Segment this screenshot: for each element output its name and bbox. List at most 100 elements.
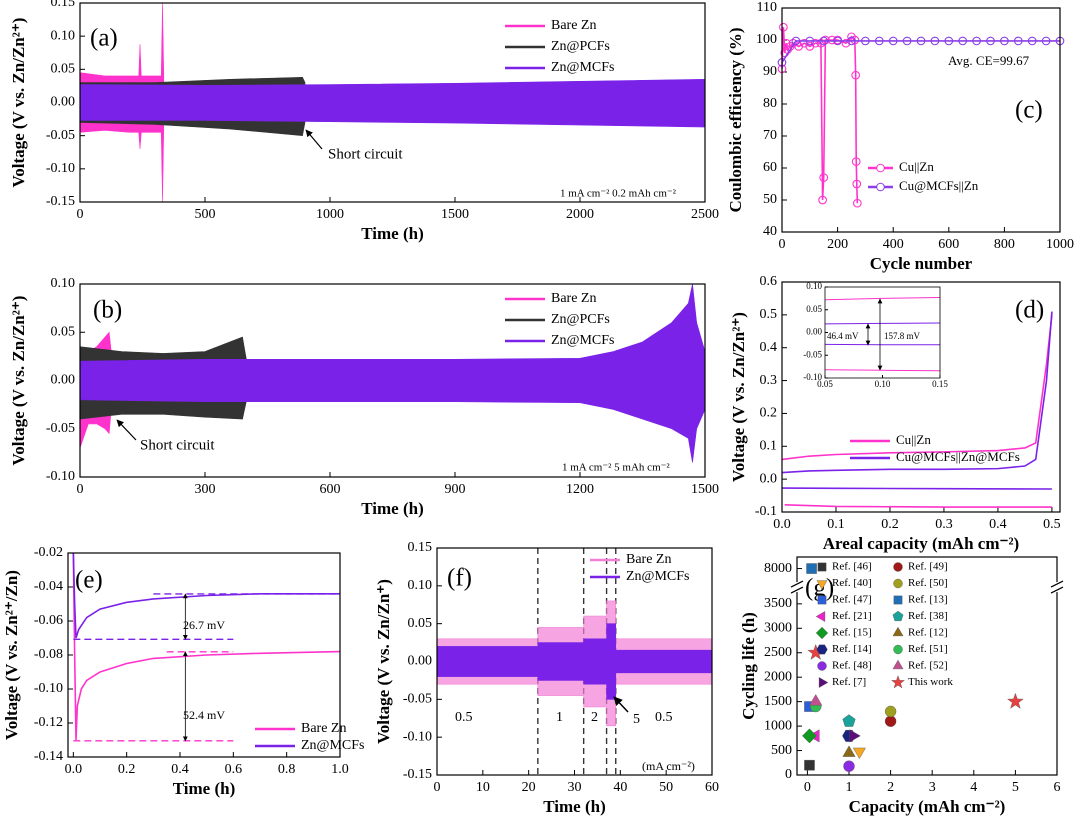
y-tick-label: 2000	[764, 669, 792, 684]
x-tick-label: 1.0	[331, 762, 349, 777]
legend-marker	[876, 163, 885, 173]
legend-label: Ref. [49]	[908, 561, 948, 573]
plot-frame	[781, 281, 1061, 513]
y-tick-label: -0.15	[46, 194, 75, 209]
y-tick-label: 80	[763, 96, 777, 111]
y-axis-label: Voltage (V vs. Zn²⁺/Zn)	[2, 570, 21, 740]
voltage-band	[79, 283, 706, 463]
marker	[852, 198, 862, 208]
x-tick-label: 10	[476, 780, 490, 795]
x-tick-label: 20	[522, 780, 536, 795]
legend-marker	[892, 626, 904, 637]
legend-label: Zn@MCFs	[551, 333, 614, 348]
line	[781, 314, 1053, 461]
x-tick-label: 3	[929, 780, 936, 795]
y-tick-label: 40	[763, 224, 777, 239]
legend-marker	[891, 675, 905, 689]
y-tick-label: 3500	[764, 596, 792, 611]
y-tick-label: -0.10	[46, 161, 75, 176]
x-tick-label: 0.10	[875, 379, 891, 389]
legend-marker	[815, 626, 829, 640]
y-tick-label: 1500	[764, 694, 792, 709]
legend-label: Cu||Zn	[896, 432, 931, 447]
legend-marker	[817, 661, 827, 671]
legend-label: Zn@MCFs	[301, 738, 364, 753]
line	[72, 552, 341, 741]
y-tick-label: -0.1	[755, 504, 777, 519]
y-tick-label: 0.10	[408, 578, 433, 593]
x-axis-label: Time (h)	[543, 797, 606, 816]
marker	[833, 36, 842, 46]
x-tick-label: 1500	[441, 207, 469, 222]
x-tick-label: 0.1	[827, 517, 845, 532]
annotation: 0.5	[655, 710, 673, 725]
x-tick-label: 0.3	[935, 517, 953, 532]
x-tick-label: 500	[195, 207, 216, 222]
y-tick-label: 2500	[764, 645, 792, 660]
plot-frame	[436, 547, 713, 776]
x-tick-label: 40	[613, 780, 627, 795]
marker	[874, 36, 884, 46]
panel-label: (c)	[1015, 97, 1043, 124]
y-tick-label: 8000	[764, 561, 792, 576]
legend-label: Bare Zn	[626, 552, 671, 567]
marker	[1000, 36, 1009, 46]
y-tick-label: -0.08	[34, 647, 63, 662]
x-tick-label: 1500	[691, 482, 719, 497]
line	[824, 322, 941, 325]
y-tick-label: -0.10	[803, 372, 822, 382]
legend-label: Ref. [51]	[908, 643, 948, 655]
x-tick-label: 0.8	[278, 762, 296, 777]
legend-marker	[893, 562, 903, 572]
y-tick-label: 0.5	[760, 307, 778, 322]
annotation: 1 mA cm⁻² 0.2 mAh cm⁻²	[560, 188, 677, 200]
y-tick-label: 100	[756, 32, 777, 47]
y-tick-label: 0.6	[760, 274, 778, 289]
legend-label: Ref. [50]	[908, 577, 948, 589]
marker	[841, 38, 851, 48]
line	[72, 552, 340, 639]
legend-label: Ref. [14]	[832, 643, 872, 655]
point	[852, 747, 866, 760]
marker	[819, 173, 829, 182]
y-tick-label: 50	[763, 192, 777, 207]
x-tick-label: 0.6	[225, 762, 243, 777]
legend-label: Ref. [48]	[832, 660, 872, 672]
point	[884, 705, 897, 718]
annotation: 1	[556, 710, 563, 725]
plot-frame	[796, 556, 1058, 776]
y-tick-label: 0.00	[806, 327, 822, 337]
annotation: Short circuit	[328, 146, 403, 162]
x-tick-label: 30	[568, 780, 582, 795]
legend-label: Ref. [47]	[832, 594, 872, 606]
y-tick-label: 0.05	[51, 62, 76, 77]
x-axis-label: Time (h)	[361, 224, 424, 243]
y-tick-label: 0.05	[51, 324, 76, 339]
legend-marker	[816, 644, 828, 655]
y-tick-label: 0.0	[760, 471, 778, 486]
annotation: 157.8 mV	[884, 331, 921, 341]
y-tick-label: -0.10	[46, 469, 75, 484]
axis-break-gap	[1052, 582, 1062, 593]
y-axis-label: Voltage (V vs. Zn/Zn²⁺)	[729, 312, 748, 482]
x-tick-label: 5	[1012, 780, 1019, 795]
x-tick-label: 2500	[691, 207, 719, 222]
marker	[852, 179, 862, 189]
x-tick-label: 0.5	[1043, 517, 1061, 532]
point	[843, 760, 855, 772]
x-axis-label: Time (h)	[173, 779, 236, 798]
x-tick-label: 2	[887, 780, 894, 795]
legend-label: Zn@PCFs	[551, 39, 610, 54]
y-tick-label: 0.4	[760, 340, 778, 355]
y-axis-label: Voltage (V vs. Zn/Zn²⁺)	[9, 296, 28, 466]
marker	[821, 35, 830, 45]
point	[806, 563, 817, 574]
panel-label: (a)	[90, 25, 118, 52]
x-tick-label: 0.0	[773, 517, 791, 532]
y-tick-label: -0.15	[403, 767, 432, 782]
marker	[1027, 36, 1037, 46]
y-tick-label: 0.1	[760, 439, 778, 454]
panel-label: (e)	[75, 567, 103, 594]
line	[824, 296, 941, 301]
x-tick-label: 0.4	[989, 517, 1007, 532]
